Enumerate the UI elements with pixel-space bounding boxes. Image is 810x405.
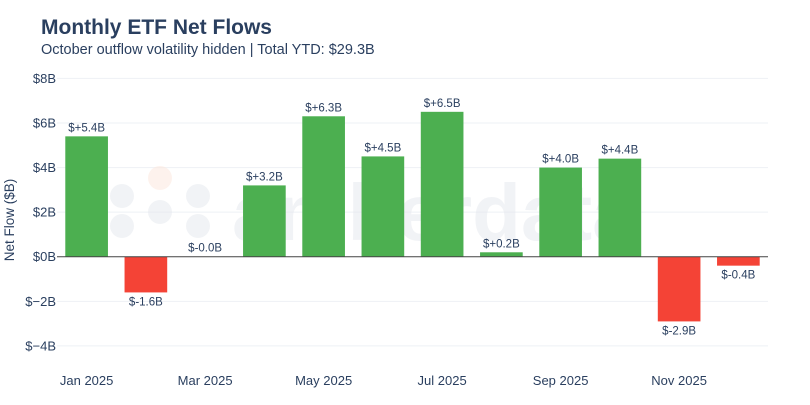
data-label: $-2.9B xyxy=(662,325,696,337)
y-tick-label: $2B xyxy=(33,205,56,220)
bar-jan-2025 xyxy=(65,136,108,257)
bar-feb-2025 xyxy=(124,256,168,293)
bar-apr-2025 xyxy=(243,185,286,257)
x-axis-ticks: Jan 2025 Mar 2025 May 2025 Jul 2025 Sep 2025… xyxy=(60,373,707,388)
bars xyxy=(65,111,760,322)
x-tick-label: Jul 2025 xyxy=(418,373,467,388)
data-label: $+6.5B xyxy=(424,98,461,110)
data-label: $+3.2B xyxy=(246,171,283,183)
data-label: $+4.4B xyxy=(601,145,638,157)
bar-may-2025 xyxy=(302,116,345,257)
x-tick-label: Nov 2025 xyxy=(651,373,707,388)
chart-title: Monthly ETF Net Flows xyxy=(41,16,272,39)
data-label: $-0.0B xyxy=(188,243,222,255)
watermark-logo-dot xyxy=(148,200,172,224)
grid-lines xyxy=(57,77,768,347)
data-label: $+6.3B xyxy=(305,102,342,114)
y-axis-label: Net Flow ($B) xyxy=(2,179,17,262)
data-labels: $+5.4B $-1.6B $-0.0B $+3.2B $+6.3B $+4.5B $+6.… xyxy=(68,98,755,338)
bar-jul-2025 xyxy=(420,111,464,257)
x-tick-label: Jan 2025 xyxy=(60,373,114,388)
watermark-logo-dot xyxy=(148,166,172,190)
y-axis-ticks: $8B $6B $4B $2B $0B $−2B $−4B xyxy=(25,71,56,354)
y-tick-label: $8B xyxy=(33,71,56,86)
y-tick-label: $6B xyxy=(33,115,56,130)
y-tick-label: $0B xyxy=(33,249,56,264)
bar-oct-2025 xyxy=(598,158,642,257)
x-tick-label: Mar 2025 xyxy=(178,373,233,388)
bar-dec-2025 xyxy=(717,256,760,266)
watermark-logo-dot xyxy=(110,184,134,208)
bar-jun-2025 xyxy=(361,156,405,257)
data-label: $-1.6B xyxy=(129,296,163,308)
bar-nov-2025 xyxy=(657,256,701,322)
watermark-logo-dot xyxy=(186,184,210,208)
x-tick-label: Sep 2025 xyxy=(533,373,589,388)
watermark-logo-dot xyxy=(186,214,210,238)
bar-aug-2025 xyxy=(480,252,523,257)
y-tick-label: $−4B xyxy=(25,338,56,353)
bar-sep-2025 xyxy=(539,167,582,257)
data-label: $+4.0B xyxy=(542,154,579,166)
x-tick-label: May 2025 xyxy=(295,373,352,388)
watermark-logo-dot xyxy=(110,214,134,238)
data-label: $+4.5B xyxy=(364,142,401,154)
y-tick-label: $−2B xyxy=(25,294,56,309)
data-label: $+0.2B xyxy=(483,238,520,250)
data-label: $-0.4B xyxy=(721,270,755,282)
chart-subtitle: October outflow volatility hidden | Tota… xyxy=(41,42,375,58)
data-label: $+5.4B xyxy=(68,122,105,134)
y-tick-label: $4B xyxy=(33,160,56,175)
